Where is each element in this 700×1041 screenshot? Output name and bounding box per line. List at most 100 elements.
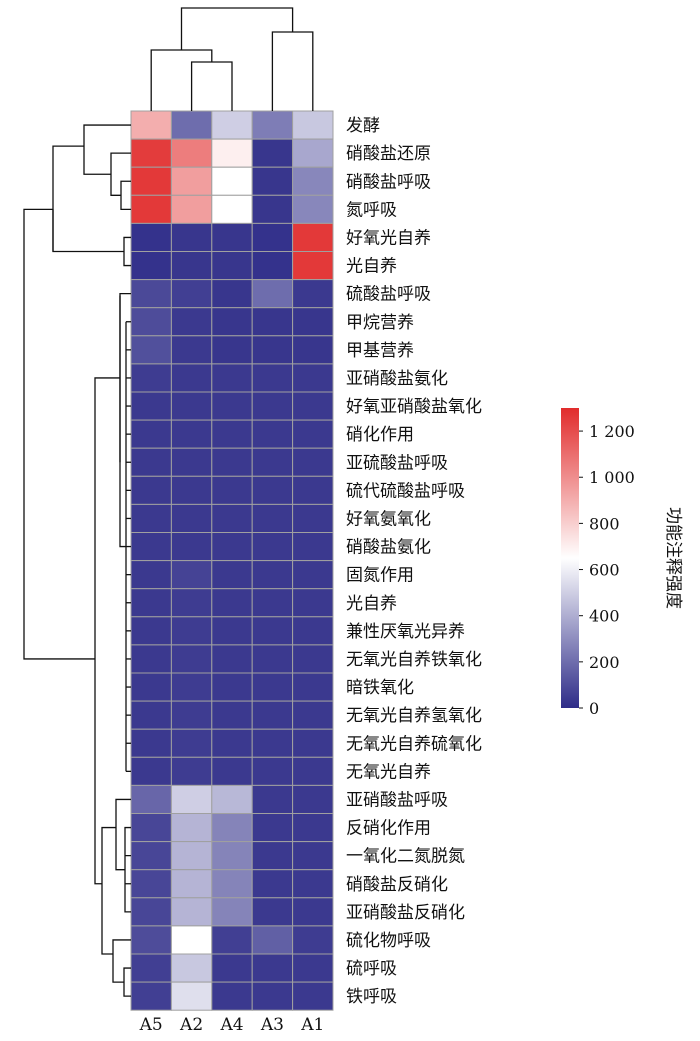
heatmap-cell: [130, 700, 172, 730]
heatmap-cell: [211, 447, 253, 477]
heatmap-cell: [251, 391, 294, 421]
heatmap-cell: [251, 279, 294, 309]
heatmap-cell: [251, 560, 294, 590]
heatmap-cell: [211, 391, 253, 421]
heatmap-cell: [170, 784, 213, 815]
heatmap-cell: [292, 166, 334, 196]
heatmap-cell: [130, 925, 172, 955]
heatmap-cell: [251, 222, 294, 252]
row-label: 硫代硫酸盐呼吸: [346, 481, 465, 501]
dendrogram-branch: [124, 826, 131, 913]
heatmap-cell: [130, 138, 172, 168]
heatmap-cell: [211, 869, 253, 899]
colorbar-tick-label: 1 200: [589, 422, 635, 441]
heatmap-cell: [251, 110, 294, 140]
heatmap-cell: [130, 532, 172, 562]
heatmap-cell: [170, 279, 213, 309]
heatmap-cell: [211, 728, 253, 758]
heatmap-cell: [130, 110, 172, 140]
heatmap-cell: [292, 925, 334, 955]
dendrogram-branch: [150, 49, 213, 111]
heatmap-cell: [130, 869, 172, 899]
row-label: 兼性厌氧光异养: [346, 622, 465, 642]
row-label: 硝酸盐反硝化: [346, 875, 448, 895]
colorbar-tick-label: 200: [589, 653, 620, 672]
heatmap-cell: [292, 447, 334, 477]
heatmap-cell: [251, 981, 294, 1011]
row-label: 暗铁氧化: [346, 678, 414, 698]
dendrogram-branch: [23, 208, 95, 660]
heatmap-cell: [211, 953, 253, 983]
heatmap-cell: [251, 841, 294, 871]
heatmap-cell: [211, 560, 253, 590]
heatmap-cell: [292, 672, 334, 702]
heatmap-cell: [211, 110, 253, 140]
dendrogram-branch: [125, 855, 131, 885]
heatmap-cell: [251, 784, 294, 815]
heatmap-cell: [170, 335, 213, 365]
row-dendrogram: [23, 124, 131, 997]
column-label: A5: [139, 1015, 163, 1035]
heatmap-cell: [170, 222, 213, 252]
heatmap-cell: [170, 307, 213, 337]
row-label: 硝酸盐还原: [346, 144, 431, 164]
heatmap-cell: [251, 616, 294, 646]
heatmap-cell: [170, 560, 213, 590]
heatmap-cell: [130, 672, 172, 702]
heatmap-cell: [211, 363, 253, 393]
heatmap-cell: [251, 532, 294, 562]
heatmap-cell: [170, 841, 213, 871]
heatmap-cell: [251, 138, 294, 168]
row-labels: 发酵硝酸盐还原硝酸盐呼吸氮呼吸好氧光自养光自养硫酸盐呼吸甲烷营养甲基营养亚硝酸盐…: [346, 116, 482, 1007]
heatmap-cell: [130, 335, 172, 365]
heatmap-cell: [251, 925, 294, 955]
heatmap-cell: [211, 222, 253, 252]
heatmap-cell: [211, 307, 253, 337]
row-label: 一氧化二氮脱氮: [346, 847, 465, 867]
heatmap-cell: [130, 447, 172, 477]
heatmap-cell: [292, 419, 334, 449]
heatmap-cell: [170, 953, 213, 983]
heatmap-cell: [251, 166, 294, 196]
heatmap-cell: [211, 532, 253, 562]
heatmap-cell: [251, 447, 294, 477]
heatmap-cell: [211, 897, 253, 927]
heatmap-cell: [292, 953, 334, 983]
heatmap-cell: [292, 560, 334, 590]
heatmap-cell: [130, 981, 172, 1011]
heatmap-cell: [130, 503, 172, 533]
heatmap-cell: [211, 335, 253, 365]
heatmap-cell: [251, 953, 294, 983]
heatmap-cell: [170, 981, 213, 1011]
column-dendrogram: [150, 7, 314, 111]
colorbar-gradient: [561, 408, 579, 708]
column-label: A3: [260, 1015, 284, 1035]
heatmap-cell: [130, 307, 172, 337]
row-label: 光自养: [346, 257, 397, 277]
dendrogram-branch: [271, 31, 314, 111]
heatmap-cell: [211, 700, 253, 730]
dendrogram-branch: [180, 7, 294, 50]
heatmap-cell: [292, 138, 334, 168]
heatmap-cell: [251, 503, 294, 533]
column-labels: A5 A2 A4 A3 A1: [139, 1015, 325, 1035]
dendrogram-branch: [83, 124, 131, 175]
heatmap-cell: [130, 279, 172, 309]
row-label: 反硝化作用: [346, 819, 431, 839]
dendrogram-branch: [190, 61, 233, 111]
colorbar-tick-label: 800: [589, 514, 620, 533]
heatmap-cell: [251, 672, 294, 702]
heatmap-cell: [251, 419, 294, 449]
heatmap-cell: [292, 588, 334, 618]
dendrogram-branch: [115, 798, 131, 871]
heatmap-cell: [211, 475, 253, 505]
heatmap-cell: [292, 335, 334, 365]
heatmap-cell: [292, 503, 334, 533]
dendrogram-branch: [52, 145, 124, 253]
row-label: 亚硝酸盐反硝化: [346, 903, 465, 923]
colorbar-tick-label: 1 000: [589, 468, 635, 487]
heatmap-cell: [251, 194, 294, 224]
heatmap-cell: [211, 503, 253, 533]
heatmap-cell: [211, 672, 253, 702]
heatmap-cell: [292, 194, 334, 224]
